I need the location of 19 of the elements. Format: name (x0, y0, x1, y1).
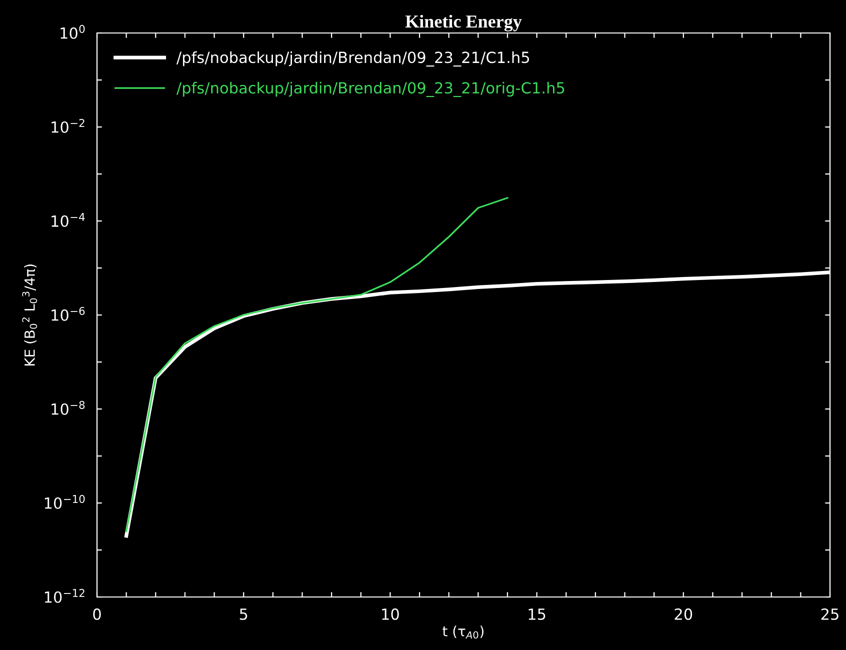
x-tick-label: 20 (674, 608, 692, 620)
x-tick-label: 5 (240, 608, 248, 620)
y-tick-label: 10$^{−10}$ (44, 494, 85, 509)
x-tick-label: 10 (382, 608, 399, 620)
y-tick-label: 10$^{−12}$ (44, 588, 84, 603)
y-tick-label: 10$^{−2}$ (52, 118, 84, 133)
legend-label: /pfs/nobackup/jardin/Brendan/09_23_21/orig-C1.h5 (176, 82, 564, 98)
legend-label: /pfs/nobackup/jardin/Brendan/09_23_21/C1.h5 (176, 51, 530, 67)
x-tick-label: 0 (93, 608, 101, 620)
y-tick-label: 10$^{0}$ (60, 24, 85, 39)
y-tick-label: 10$^{−6}$ (52, 306, 85, 321)
y-tick-label: 10$^{−8}$ (52, 400, 85, 415)
x-axis-title: t (τ$_{A0}$) (442, 626, 484, 639)
y-axis-title: KE (B$_{0}$$^{2}$ L$_{0}$$^{3}$/4π) (22, 264, 38, 366)
line-series (125, 197, 508, 532)
chart-title: Kinetic Energy (405, 14, 522, 32)
y-tick-label: 10$^{−4}$ (52, 213, 85, 227)
x-tick-label: 25 (821, 608, 838, 620)
x-tick-label: 15 (528, 608, 546, 620)
